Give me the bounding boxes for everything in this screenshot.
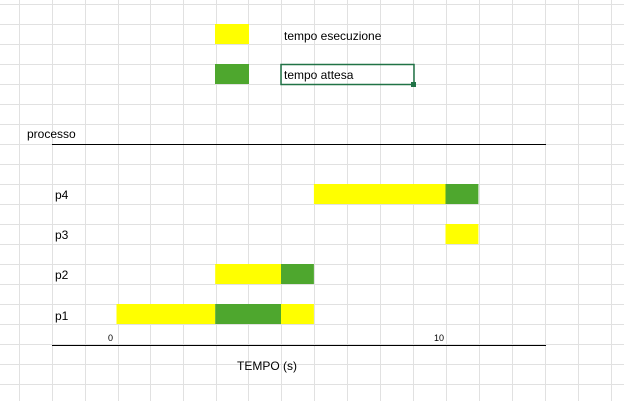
- gantt-bar-p2-waiting-1: [281, 264, 314, 284]
- x-axis-title: TEMPO (s): [237, 359, 297, 373]
- legend: tempo esecuzione tempo attesa: [215, 24, 416, 87]
- x-tick-label-0: 0: [108, 333, 113, 343]
- gantt-bar-p1-waiting-1: [215, 304, 281, 324]
- gantt-bar-p1-execution-2: [281, 304, 314, 324]
- gantt-chart: processo p4 p3 p2 p1 0 10 TEMPO (s): [27, 127, 546, 373]
- category-label-p2: p2: [55, 268, 69, 282]
- gantt-bars: [116, 184, 479, 324]
- legend-label-execution: tempo esecuzione: [284, 29, 382, 43]
- x-tick-label-10: 10: [434, 333, 444, 343]
- fill-handle[interactable]: [411, 82, 416, 87]
- category-label-p1: p1: [55, 309, 69, 323]
- category-label-p3: p3: [55, 228, 69, 242]
- legend-label-waiting: tempo attesa: [284, 68, 354, 82]
- category-label-p4: p4: [55, 188, 69, 202]
- gantt-bar-p4-execution-0: [313, 184, 446, 204]
- gantt-bar-p1-execution-0: [116, 304, 216, 324]
- gantt-bar-p2-execution-0: [215, 264, 281, 284]
- y-axis-title: processo: [27, 127, 76, 141]
- selected-cell-outline[interactable]: [280, 63, 415, 86]
- legend-swatch-waiting: [215, 64, 249, 84]
- legend-swatch-execution: [215, 24, 249, 44]
- gantt-bar-p3-execution-0: [445, 224, 479, 244]
- gantt-bar-p4-waiting-1: [445, 184, 479, 204]
